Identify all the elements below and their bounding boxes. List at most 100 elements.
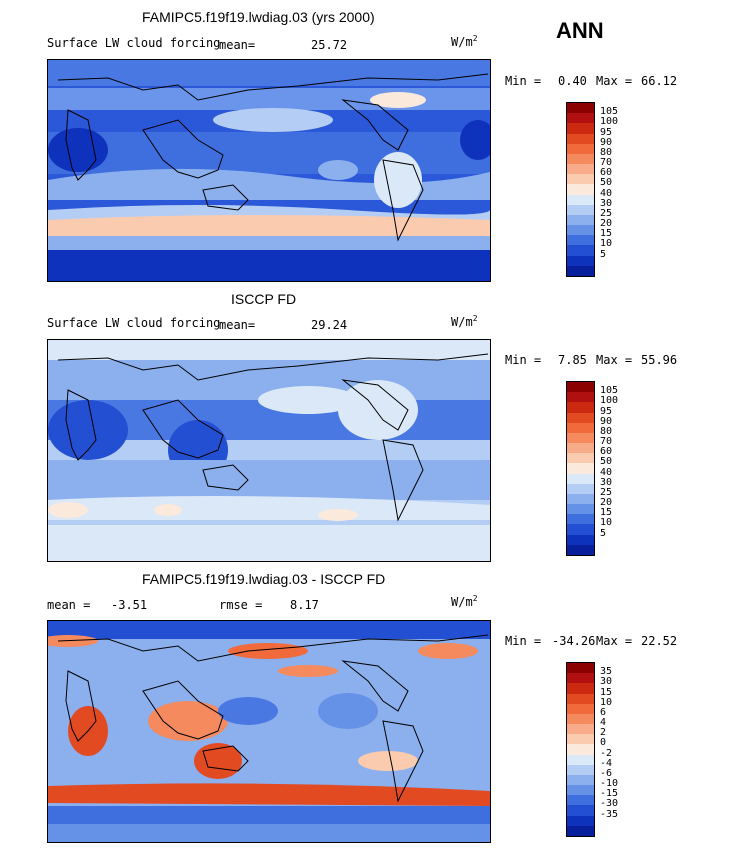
colorbar-tick-label: 90 <box>600 136 613 148</box>
colorbar-swatch <box>567 194 594 205</box>
min-label-model: Min = <box>505 74 542 88</box>
min-value-diff: -34.26 <box>552 634 596 648</box>
min-value-model: 0.40 <box>558 74 587 88</box>
colorbar-tick-label: 30 <box>600 676 613 688</box>
colorbar-swatch <box>567 544 594 555</box>
colorbar-swatch <box>567 805 594 816</box>
colorbar-tick-label: 10 <box>600 517 613 529</box>
colorbar-tick-label: 25 <box>600 207 613 219</box>
colorbar-swatch <box>567 703 594 714</box>
colorbar-swatch <box>567 673 594 684</box>
colorbar-tick-label: -6 <box>600 767 613 779</box>
colorbar-swatch <box>567 443 594 454</box>
colorbar-swatch <box>567 453 594 464</box>
colorbar-tick-label: 50 <box>600 177 613 189</box>
min-value-obs: 7.85 <box>558 353 587 367</box>
colorbar-obs <box>566 381 595 556</box>
colorbar-tick-label: 40 <box>600 466 613 478</box>
colorbar-tick-label: 5 <box>600 248 607 260</box>
rmse-label-diff: rmse = <box>219 598 263 612</box>
colorbar-tick-label: 30 <box>600 476 613 488</box>
colorbar-swatch <box>567 774 594 786</box>
colorbar-swatch <box>567 504 594 515</box>
colorbar-swatch <box>567 785 594 796</box>
colorbar-swatches <box>567 382 594 555</box>
colorbar-tick-label: 40 <box>600 187 613 199</box>
min-label-obs: Min = <box>505 353 542 367</box>
map-diff <box>47 620 491 843</box>
colorbar-tick-label: -30 <box>600 798 619 810</box>
colorbar-swatches <box>567 663 594 836</box>
map-obs <box>47 339 491 562</box>
units-model: W/m2 <box>451 34 478 49</box>
colorbar-swatch <box>567 103 594 114</box>
colorbar-swatch <box>567 382 594 393</box>
colorbar-tick-label: 60 <box>600 167 613 179</box>
max-value-model: 66.12 <box>641 74 678 88</box>
colorbar-swatch <box>567 255 594 266</box>
colorbar-tick-label: 10 <box>600 696 613 708</box>
colorbar-swatch <box>567 245 594 256</box>
colorbar-swatch <box>567 174 594 185</box>
colorbar-tick-label: 20 <box>600 218 613 230</box>
colorbar-swatch <box>567 133 594 144</box>
colorbar-tick-label: 95 <box>600 126 613 138</box>
colorbar-swatch <box>567 534 594 545</box>
colorbar-swatch <box>567 204 594 215</box>
colorbar-tick-label: 100 <box>600 395 619 407</box>
colorbar-tick-label: 0 <box>600 737 607 749</box>
colorbar-tick-label: -2 <box>600 747 613 759</box>
colorbar-tick-label: 100 <box>600 116 619 128</box>
mean-value-diff: -3.51 <box>111 598 148 612</box>
colorbar-tick-label: 80 <box>600 425 613 437</box>
mean-value-obs: 29.24 <box>311 318 348 332</box>
season-label: ANN <box>556 18 604 43</box>
colorbar-swatch <box>567 235 594 246</box>
colorbar-tick-label: 35 <box>600 666 613 678</box>
min-label-diff: Min = <box>505 634 542 648</box>
colorbar-tick-label: 6 <box>600 706 607 718</box>
colorbar-swatch <box>567 744 594 755</box>
colorbar-swatch <box>567 825 594 836</box>
colorbar-tick-label: 70 <box>600 157 613 169</box>
colorbar-swatch <box>567 713 594 725</box>
field-label-obs: Surface LW cloud forcing <box>47 316 221 330</box>
colorbar-swatch <box>567 432 594 444</box>
colorbar-swatch <box>567 493 594 505</box>
mean-label-model: mean= <box>219 38 256 52</box>
colorbar-swatches <box>567 103 594 276</box>
colorbar-tick-label: 105 <box>600 385 619 397</box>
colorbar-tick-label: 70 <box>600 436 613 448</box>
colorbar-diff <box>566 662 595 837</box>
colorbar-swatch <box>567 795 594 806</box>
colorbar-tick-label: 95 <box>600 405 613 417</box>
map-model <box>47 59 491 282</box>
colorbar-swatch <box>567 214 594 226</box>
colorbar-swatch <box>567 412 594 423</box>
colorbar-tick-label: 2 <box>600 727 607 739</box>
colorbar-swatch <box>567 463 594 474</box>
mean-label-obs: mean= <box>219 318 256 332</box>
colorbar-swatch <box>567 265 594 276</box>
mean-label-diff: mean = <box>47 598 91 612</box>
colorbar-swatch <box>567 422 594 433</box>
colorbar-swatch <box>567 402 594 413</box>
colorbar-tick-label: 15 <box>600 686 613 698</box>
colorbar-tick-label: 80 <box>600 146 613 158</box>
colorbar-model <box>566 102 595 277</box>
colorbar-tick-label: -15 <box>600 788 619 800</box>
colorbar-tick-label: 4 <box>600 717 607 729</box>
colorbar-tick-label: -35 <box>600 808 619 820</box>
colorbar-swatch <box>567 724 594 735</box>
panel-title-diff: FAMIPC5.f19f19.lwdiag.03 - ISCCP FD <box>142 571 386 587</box>
max-label-obs: Max = <box>596 353 633 367</box>
colorbar-tick-label: 60 <box>600 446 613 458</box>
colorbar-swatch <box>567 113 594 124</box>
colorbar-tick-label: 50 <box>600 456 613 468</box>
colorbar-tick-label: 15 <box>600 507 613 519</box>
colorbar-swatch <box>567 693 594 704</box>
colorbar-swatch <box>567 764 594 775</box>
colorbar-swatch <box>567 683 594 694</box>
colorbar-swatch <box>567 392 594 403</box>
colorbar-swatch <box>567 153 594 165</box>
